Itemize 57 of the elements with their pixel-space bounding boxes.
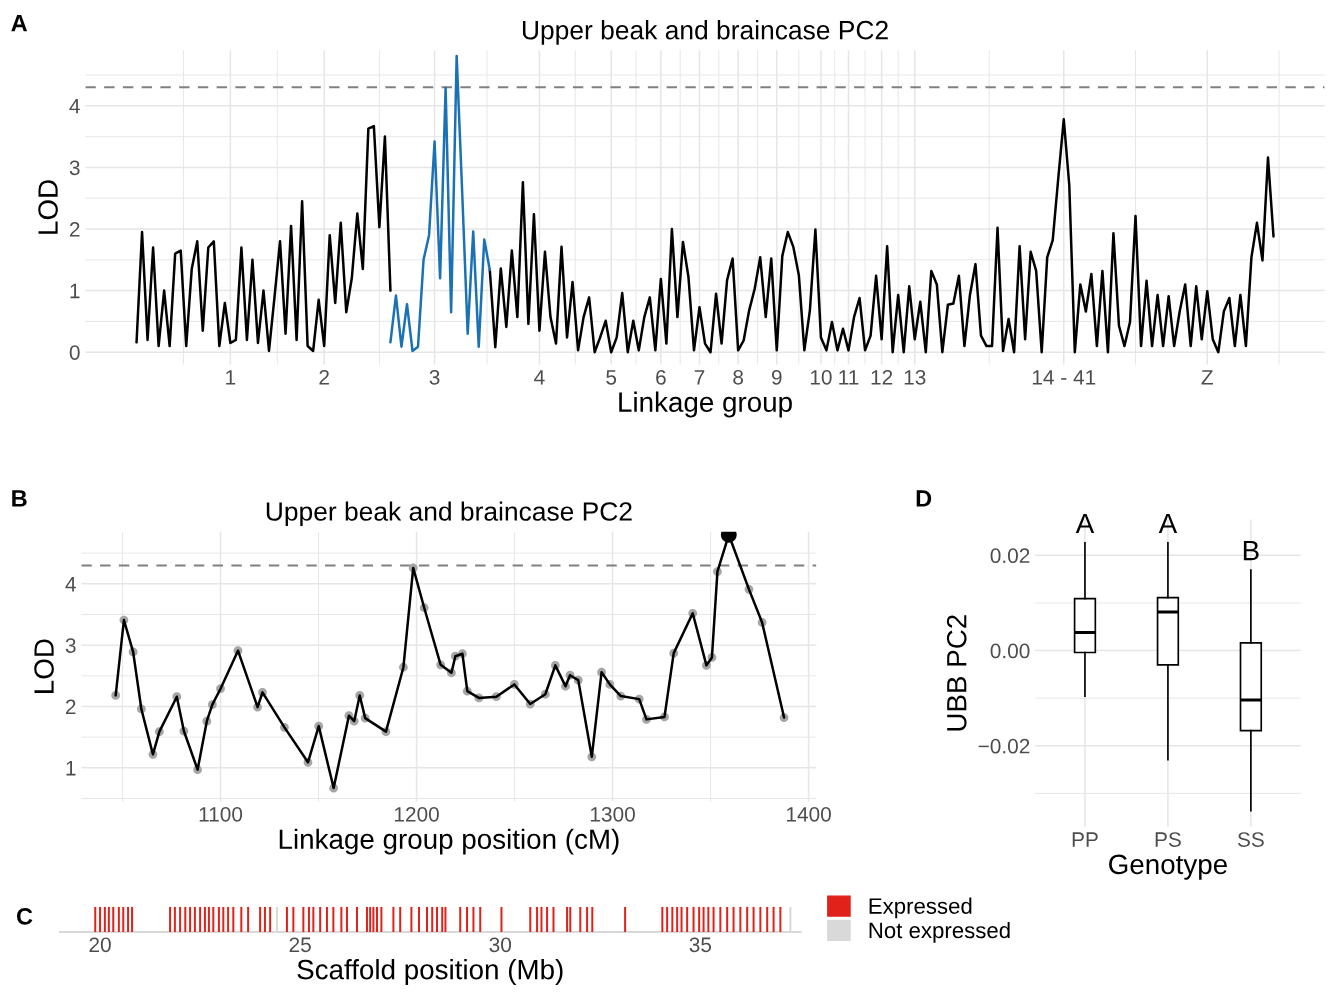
- text: C: [16, 908, 33, 925]
- x-axis-title: Linkage group: [619, 391, 792, 418]
- x-tick-label: 1100: [199, 806, 243, 822]
- y-tick-label: 1: [66, 761, 76, 776]
- legend-label: Expressed: [869, 897, 972, 919]
- x-tick-label: 3: [429, 369, 440, 385]
- text: B: [12, 490, 27, 507]
- x-tick-label: 30: [489, 937, 512, 953]
- x-axis-title: Linkage group position (cM): [279, 828, 619, 855]
- x-tick-label: 1400: [786, 806, 831, 822]
- y-tick-label: 0.00: [990, 643, 1030, 659]
- y-tick-label: 4: [69, 99, 80, 114]
- x-tick-label: 10: [810, 369, 832, 385]
- y-tick-label: 2: [69, 222, 80, 237]
- x-tick-label: PP: [1072, 832, 1098, 847]
- y-tick-label: 0.02: [990, 548, 1030, 564]
- y-tick-label: 2: [65, 699, 76, 715]
- text: A: [11, 15, 28, 32]
- x-tick-label: 6: [656, 369, 666, 385]
- y-tick-label: 3: [65, 638, 76, 653]
- x-tick-label: 25: [289, 937, 311, 953]
- x-tick-label: 11: [839, 370, 859, 385]
- y-tick-label: 0: [69, 345, 80, 360]
- y-tick-label: 4: [65, 577, 76, 592]
- x-tick-label: 1: [226, 370, 236, 385]
- x-tick-label: 5: [606, 370, 617, 385]
- x-tick-label: 13: [904, 369, 926, 385]
- annotation: A: [1158, 513, 1178, 534]
- chart-title: Upper beak and braincase PC2: [266, 501, 632, 527]
- x-tick-label: 14 - 41: [1032, 370, 1096, 385]
- y-tick-label: 1: [70, 283, 80, 299]
- legend-label: Not expressed: [869, 921, 1010, 943]
- annotation: B: [1243, 541, 1259, 561]
- line-series: [389, 54, 492, 353]
- x-tick-label: 1200: [394, 806, 439, 822]
- y-axis-title: LOD: [38, 180, 58, 234]
- y-axis-title: UBB PC2: [946, 615, 967, 731]
- y-axis-title: LOD: [34, 639, 54, 693]
- x-tick-label: 12: [871, 369, 893, 385]
- x-axis-title: Genotype: [1109, 854, 1227, 880]
- x-tick-label: 20: [89, 937, 111, 953]
- x-tick-label: 4: [534, 370, 545, 385]
- y-tick-label: 3: [69, 160, 80, 176]
- x-axis-title: Scaffold position (Mb): [297, 959, 563, 985]
- x-tick-label: 2: [319, 369, 329, 385]
- chart-title: Upper beak and braincase PC2: [522, 20, 888, 45]
- annotation: A: [1075, 513, 1095, 534]
- x-tick-label: 9: [771, 369, 782, 385]
- x-tick-label: 8: [733, 369, 744, 385]
- text: D: [916, 490, 932, 507]
- x-tick-label: 35: [689, 937, 712, 953]
- x-tick-label: 1300: [590, 806, 635, 822]
- x-tick-label: Z: [1201, 370, 1213, 385]
- x-tick-label: 7: [694, 370, 705, 385]
- y-tick-label: −0.02: [978, 738, 1030, 754]
- x-tick-label: SS: [1237, 832, 1264, 847]
- x-tick-label: PS: [1155, 832, 1181, 847]
